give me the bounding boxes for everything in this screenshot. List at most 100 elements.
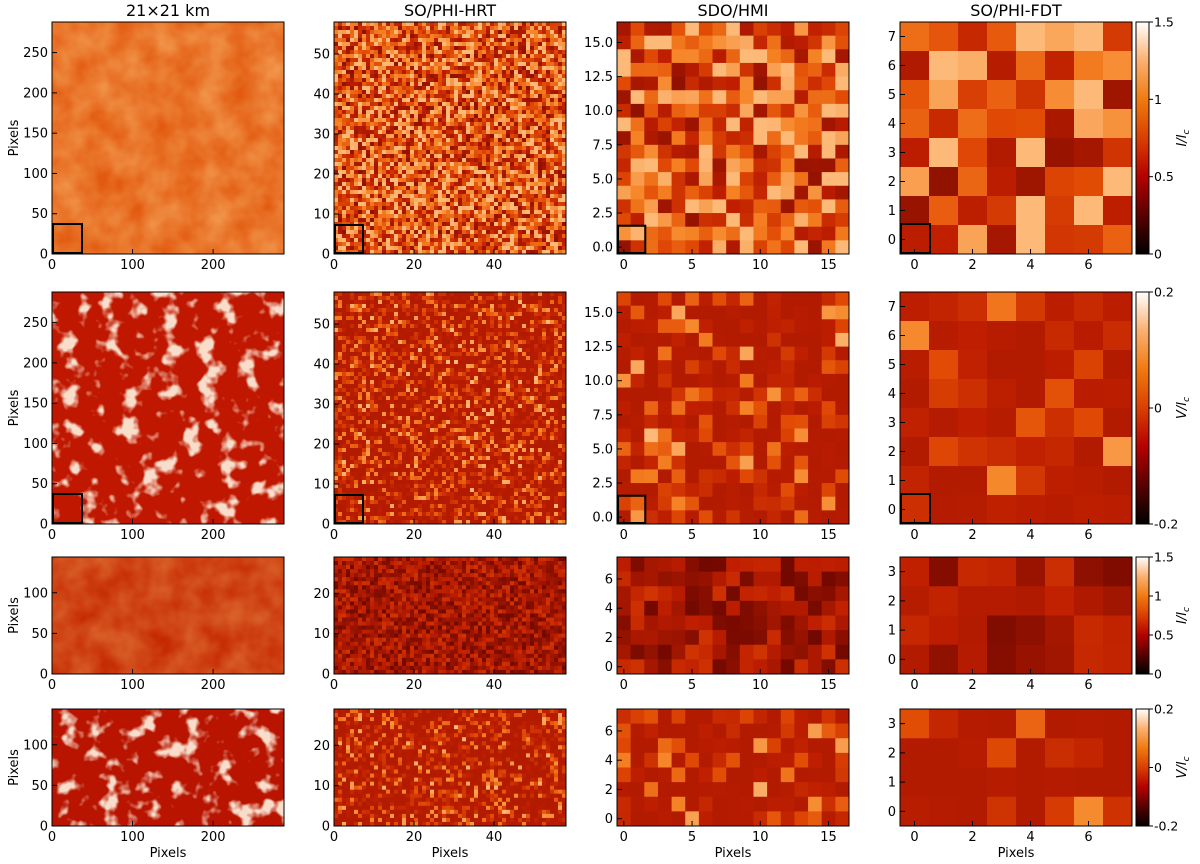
pixel-cell: [410, 308, 415, 313]
pixel-cell: [518, 242, 523, 247]
pixel-cell: [390, 210, 395, 215]
pixel-cell: [450, 174, 455, 179]
pixel-cell: [374, 312, 379, 317]
pixel-cell: [434, 296, 439, 301]
pixel-cell: [522, 110, 527, 115]
pixel-cell: [462, 190, 467, 195]
pixel-cell: [406, 86, 411, 91]
pixel-cell: [562, 340, 567, 345]
pixel-cell: [426, 126, 431, 131]
pixel-cell: [478, 78, 483, 83]
pixel-cell: [358, 234, 363, 239]
pixel-cell: [338, 138, 343, 143]
pixel-cell: [502, 368, 507, 373]
pixel-cell: [422, 78, 427, 83]
pixel-cell: [414, 308, 419, 313]
pixel-cell: [550, 146, 555, 151]
pixel-cell: [406, 202, 411, 207]
pixel-cell: [382, 214, 387, 219]
pixel-cell: [486, 336, 491, 341]
pixel-cell: [498, 142, 503, 147]
pixel-cell: [342, 364, 347, 369]
pixel-cell: [430, 174, 435, 179]
pixel-cell: [538, 146, 543, 151]
pixel-cell: [358, 138, 363, 143]
pixel-cell: [712, 185, 727, 200]
pixel-cell: [502, 336, 507, 341]
pixel-cell: [546, 74, 551, 79]
pixel-cell: [450, 300, 455, 305]
pixel-cell: [422, 118, 427, 123]
pixel-cell: [350, 54, 355, 59]
pixel-cell: [410, 134, 415, 139]
pixel-cell: [462, 246, 467, 251]
pixel-cell: [430, 54, 435, 59]
pixel-cell: [482, 226, 487, 231]
pixel-cell: [462, 332, 467, 337]
pixel-cell: [780, 76, 795, 91]
pixel-cell: [406, 158, 411, 163]
pixel-cell: [342, 154, 347, 159]
pixel-cell: [522, 170, 527, 175]
pixel-cell: [410, 210, 415, 215]
pixel-cell: [534, 102, 539, 107]
pixel-cell: [474, 360, 479, 365]
pixel-cell: [490, 328, 495, 333]
pixel-cell: [498, 134, 503, 139]
pixel-cell: [426, 296, 431, 301]
pixel-cell: [821, 76, 836, 91]
pixel-cell: [342, 234, 347, 239]
pixel-cell: [538, 142, 543, 147]
pixel-cell: [482, 218, 487, 223]
pixel-cell: [442, 74, 447, 79]
pixel-cell: [478, 218, 483, 223]
pixel-cell: [546, 246, 551, 251]
pixel-cell: [538, 78, 543, 83]
pixel-cell: [466, 214, 471, 219]
pixel-cell: [510, 182, 515, 187]
pixel-cell: [526, 46, 531, 51]
pixel-cell: [470, 222, 475, 227]
pixel-cell: [554, 360, 559, 365]
pixel-cell: [434, 242, 439, 247]
pixel-cell: [402, 94, 407, 99]
pixel-cell: [486, 300, 491, 305]
pixel-cell: [502, 110, 507, 115]
pixel-cell: [494, 190, 499, 195]
pixel-cell: [478, 118, 483, 123]
pixel-cell: [334, 78, 339, 83]
pixel-cell: [514, 324, 519, 329]
pixel-cell: [402, 194, 407, 199]
pixel-cell: [366, 218, 371, 223]
pixel-cell: [334, 242, 339, 247]
pixel-cell: [478, 186, 483, 191]
pixel-cell: [362, 122, 367, 127]
pixel-cell: [390, 158, 395, 163]
pixel-cell: [390, 122, 395, 127]
pixel-cell: [478, 352, 483, 357]
pixel-cell: [410, 226, 415, 231]
pixel-cell: [482, 26, 487, 31]
pixel-cell: [418, 114, 423, 119]
pixel-cell: [346, 142, 351, 147]
pixel-cell: [446, 230, 451, 235]
pixel-cell: [454, 308, 459, 313]
pixel-cell: [362, 162, 367, 167]
pixel-cell: [726, 144, 741, 159]
pixel-cell: [554, 292, 559, 297]
pixel-cell: [554, 158, 559, 163]
pixel-cell: [518, 186, 523, 191]
pixel-cell: [446, 158, 451, 163]
pixel-cell: [1016, 80, 1046, 110]
pixel-cell: [374, 34, 379, 39]
pixel-cell: [434, 186, 439, 191]
pixel-cell: [470, 170, 475, 175]
pixel-cell: [378, 138, 383, 143]
pixel-cell: [378, 308, 383, 313]
pixel-cell: [466, 110, 471, 115]
pixel-cell: [410, 90, 415, 95]
pixel-cell: [338, 348, 343, 353]
pixel-cell: [542, 312, 547, 317]
pixel-cell: [402, 170, 407, 175]
pixel-cell: [386, 98, 391, 103]
